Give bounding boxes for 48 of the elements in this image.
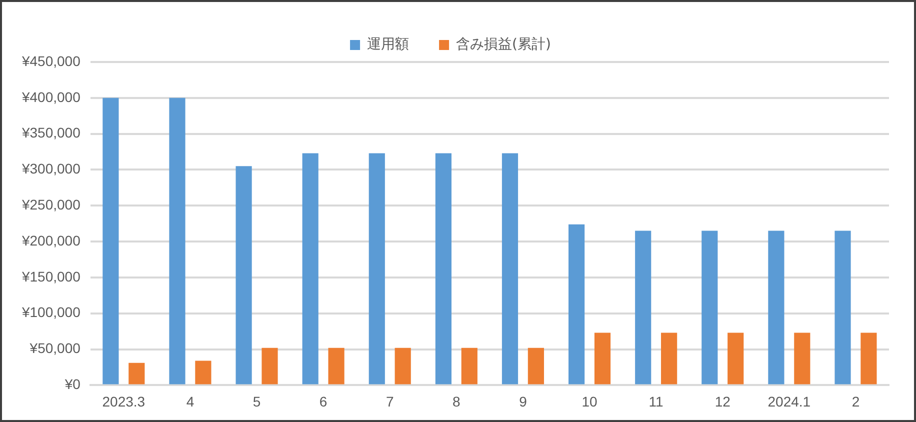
x-tick-label: 6	[319, 393, 328, 410]
bar	[394, 348, 411, 384]
bar	[302, 153, 318, 384]
bar	[568, 224, 585, 384]
x-tick-label: 2024.1	[768, 393, 811, 410]
bar	[128, 362, 145, 384]
x-tick-label: 9	[519, 393, 528, 410]
x-tick-label: 11	[648, 393, 664, 410]
y-tick-label: ¥350,000	[20, 124, 81, 141]
y-tick-label: ¥0	[64, 376, 81, 392]
x-tick-label: 12	[714, 393, 731, 410]
x-tick-label: 5	[252, 393, 261, 410]
bar	[236, 166, 252, 384]
bar	[860, 332, 877, 384]
x-tick-label: 8	[452, 393, 461, 410]
y-tick-label: ¥100,000	[20, 304, 81, 320]
bar	[435, 153, 452, 384]
bar	[728, 332, 744, 384]
y-tick-label: ¥200,000	[20, 232, 81, 248]
bar	[635, 230, 652, 384]
y-tick-label: ¥150,000	[20, 268, 81, 284]
legend-label: 運用額	[367, 36, 410, 53]
y-tick-label: ¥50,000	[28, 340, 81, 356]
bar	[794, 332, 810, 384]
x-tick-label: 7	[386, 393, 394, 410]
bar	[661, 332, 678, 384]
bar	[169, 98, 186, 384]
y-tick-label: ¥400,000	[20, 88, 81, 105]
bar	[461, 348, 478, 384]
bar	[834, 230, 851, 384]
x-tick-label: 2	[852, 393, 860, 410]
bar	[368, 153, 385, 384]
x-tick-label: 4	[186, 393, 194, 410]
bar	[195, 360, 212, 384]
bar	[702, 230, 718, 384]
y-tick-label: ¥250,000	[20, 196, 81, 213]
y-tick-label: ¥450,000	[20, 52, 81, 69]
bar	[328, 348, 344, 384]
legend-label: 含み損益(累計)	[456, 36, 551, 53]
x-tick-label: 2023.3	[102, 393, 146, 410]
y-tick-label: ¥300,000	[20, 160, 81, 177]
x-tick-label: 10	[582, 393, 598, 410]
bar	[594, 332, 611, 384]
bar	[768, 230, 784, 384]
bar	[528, 348, 544, 384]
bar	[502, 153, 518, 384]
bar	[102, 98, 119, 384]
bar	[262, 348, 278, 384]
